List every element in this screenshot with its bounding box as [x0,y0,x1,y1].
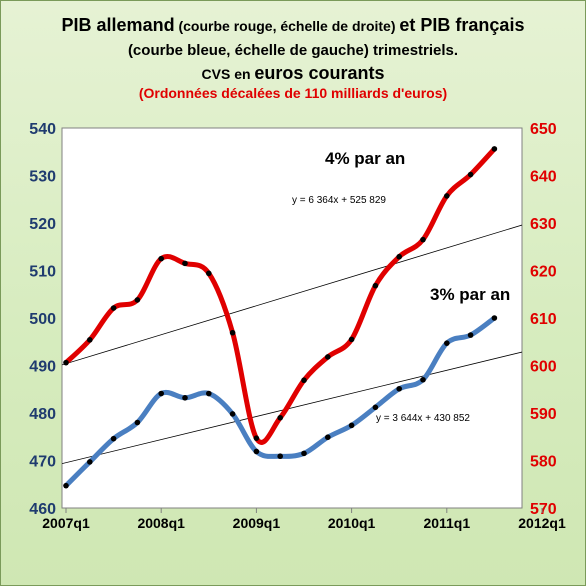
left-tick-label: 470 [29,454,56,471]
france-data-point [444,340,450,346]
chart-offset-note: (Ordonnées décalées de 110 milliards d'e… [138,85,448,101]
chart-title-line2: (courbe bleue, échelle de gauche) trimes… [0,42,586,59]
left-axis: 460 470 480 490 500 510 520 530 540 [29,121,56,518]
france-data-point [87,459,93,465]
trendlines [62,224,522,465]
left-tick-label: 460 [29,501,56,518]
right-tick-label: 610 [530,311,557,328]
germany-data-point [372,282,379,289]
france-data-point [253,448,260,455]
x-tick-label: 2012q1 [518,515,566,531]
annotations: 4% par an y = 6 364x + 525 829 3% par an y … [292,149,510,424]
left-tick-label: 490 [29,359,56,376]
left-tick-label: 540 [29,121,56,138]
germany-data-point [467,171,474,178]
germany-data-point [229,329,236,336]
france-data-point [325,434,331,441]
title-france-note: (courbe bleue, échelle de gauche) [127,42,374,59]
germany-data-point [348,336,355,343]
x-tick-label: 2010q1 [328,515,376,531]
france-data-point [372,404,379,411]
subtitle-cvs: CVS en [201,66,255,82]
france-data-point [420,376,426,383]
germany-data-point [325,354,331,360]
left-tick-label: 530 [29,169,56,186]
france-data-point [467,332,474,338]
x-tick-label: 2008q1 [137,515,185,531]
france-data-point [348,422,355,429]
title-germany-note: (courbe rouge, échelle de droite) [174,18,400,34]
france-trend-equation: y = 3 644x + 430 852 [376,413,470,424]
right-tick-label: 600 [530,359,557,376]
right-axis: 570 580 590 600 610 620 630 640 650 [530,121,557,518]
title-france: et PIB français [399,15,525,35]
left-tick-label: 520 [29,216,56,233]
germany-data-point [134,297,141,303]
germany-data-point [277,414,284,421]
france-data-point [182,395,188,401]
right-tick-label: 640 [530,169,557,186]
x-tick-label: 2009q1 [233,515,281,531]
left-tick-label: 500 [29,311,56,328]
germany-data-point [491,146,498,152]
france-trendline [62,351,522,465]
subtitle-euros: euros courants [254,63,385,83]
right-tick-label: 590 [530,406,557,423]
germany-data-point [110,305,117,311]
left-tick-label: 510 [29,264,56,281]
france-data-point [491,315,498,321]
germany-growth-label: 4% par an [325,149,405,168]
france-data-point [301,450,307,457]
germany-data-point [396,253,403,260]
france-growth-label: 3% par an [430,285,510,304]
right-tick-label: 570 [530,501,557,518]
france-data-point [229,411,236,417]
series-points [63,146,498,489]
x-tick-label: 2007q1 [42,515,90,531]
germany-data-point [158,255,164,262]
germany-data-point [420,236,426,243]
title-germany: PIB allemand [61,15,175,35]
chart-title-line1: PIB allemand (courbe rouge, échelle de d… [0,15,586,36]
x-axis: 2007q1 2008q1 2009q1 2010q1 2011q1 2012q1 [42,508,566,531]
chart-subtitle: CVS en euros courants [0,63,586,84]
right-tick-label: 580 [530,454,557,471]
right-tick-label: 650 [530,121,557,138]
title-quarterly: trimestriels. [373,42,459,59]
france-data-point [110,435,117,442]
france-data-point [134,419,141,426]
germany-trend-equation: y = 6 364x + 525 829 [292,195,386,206]
germany-data-point [444,193,450,199]
france-data-point [277,453,284,460]
plot-area [61,127,523,509]
germany-data-point [63,359,69,366]
left-tick-label: 480 [29,406,56,423]
right-tick-label: 630 [530,216,557,233]
germany-data-point [182,260,188,267]
germany-data-point [206,270,212,277]
germany-trendline [62,224,522,366]
france-data-point [63,482,69,489]
france-data-point [158,390,164,397]
germany-data-point [253,435,260,441]
germany-data-point [301,377,307,384]
france-data-point [206,390,212,397]
france-data-point [396,385,403,392]
right-tick-label: 620 [530,264,557,281]
x-tick-label: 2011q1 [423,515,470,531]
germany-data-point [87,337,93,343]
